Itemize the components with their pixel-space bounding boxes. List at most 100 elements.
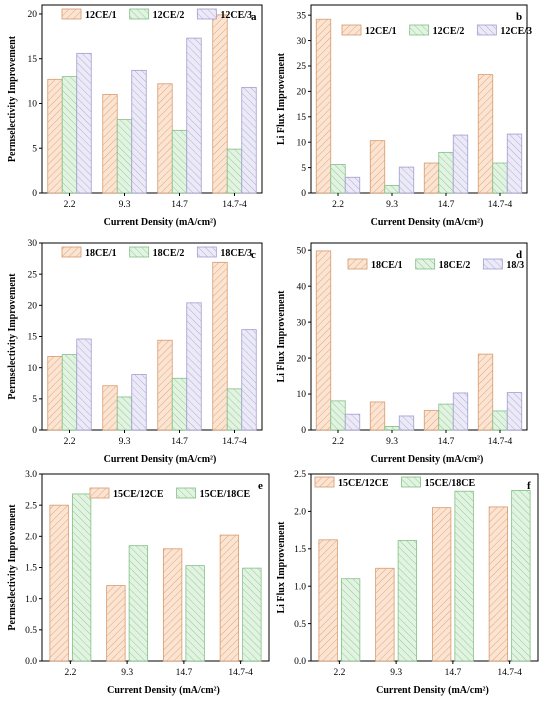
legend-swatch — [409, 24, 430, 36]
legend-label: 12CE/2 — [433, 26, 465, 37]
x-axis-title: Current Density (mA/cm²) — [107, 685, 220, 696]
bar-a-s1-c2 — [102, 94, 118, 194]
y-tick-label: 30 — [297, 318, 307, 328]
legend-swatch — [196, 246, 217, 258]
x-tick-label: 14.7 — [438, 437, 455, 447]
x-tick-label: 14.7-4 — [228, 668, 253, 678]
bar-f-s1-c4 — [488, 506, 509, 662]
bar-b-s1-c3 — [423, 162, 440, 194]
bar-c-s1-c4 — [212, 261, 228, 431]
bar-a-s2-c2 — [116, 119, 133, 194]
y-tick-label: 10 — [28, 364, 38, 374]
y-tick-label: 30 — [297, 37, 307, 47]
y-tick-label: 25 — [297, 62, 307, 72]
bar-a-s3-c4 — [241, 86, 257, 194]
bar-c-s1-c1 — [47, 356, 63, 431]
panel-b: 0 5 10 15 20 25 30 35 2.2 9.3 14.7 14.7-4 Current De… — [276, 4, 532, 228]
bar-c-s3-c1 — [76, 338, 92, 431]
y-tick-label: 15 — [28, 55, 38, 65]
x-tick-label: 2.2 — [64, 668, 76, 678]
legend: 18CE/1 18CE/2 18/3 — [347, 258, 524, 271]
y-tick-label: 50 — [297, 246, 307, 256]
y-axis-title: Li Flux Improvement — [276, 52, 287, 145]
x-tick-label: 2.2 — [332, 437, 344, 447]
bar-b-s3-c2 — [398, 166, 415, 194]
legend-swatch — [401, 476, 421, 488]
x-tick-label: 14.7-4 — [222, 200, 247, 210]
x-tick-label: 14.7 — [445, 668, 462, 678]
plot-frame — [310, 4, 528, 194]
y-tick-label: 0 — [32, 426, 37, 436]
y-tick-label: 2.5 — [25, 501, 37, 511]
bar-a-s1-c1 — [47, 78, 63, 194]
bar-f-s2-c2 — [397, 540, 418, 662]
bar-a-s3-c1 — [76, 52, 92, 194]
x-tick-label: 9.3 — [119, 437, 131, 447]
y-axis-title: Li Flux Improvement — [276, 521, 287, 614]
y-tick-label: 0.0 — [25, 657, 37, 667]
bar-c-s2-c2 — [116, 396, 133, 431]
bar-b-s3-c1 — [344, 176, 361, 194]
x-tick-label: 9.3 — [390, 668, 402, 678]
bar-a-s2-c1 — [61, 76, 78, 194]
legend: 12CE/1 12CE/2 12CE/3 — [341, 24, 532, 37]
legend-swatch — [89, 487, 110, 499]
x-tick-label: 2.2 — [333, 668, 345, 678]
y-tick-label: 30 — [28, 239, 38, 249]
bar-d-s3-c4 — [506, 392, 523, 431]
x-tick-label: 14.7 — [176, 668, 193, 678]
y-tick-label: 1.5 — [25, 564, 37, 574]
bar-f-s2-c3 — [454, 490, 474, 662]
legend-swatch — [341, 24, 362, 36]
x-axis-title: Current Density (mA/cm²) — [104, 217, 217, 228]
x-tick-label: 14.7-4 — [497, 668, 522, 678]
bar-d-s1-c4 — [477, 353, 494, 431]
y-tick-label: 0.5 — [25, 626, 37, 636]
x-axis-title: Current Density (mA/cm²) — [371, 454, 484, 465]
y-axis-title: Permselectivity Improvement — [7, 35, 18, 162]
y-tick-label: 25 — [28, 270, 38, 280]
y-tick-label: 0 — [301, 426, 306, 436]
y-axis-title: Permselectivity Improvement — [7, 504, 18, 631]
bar-b-s1-c2 — [369, 140, 386, 194]
x-tick-label: 14.7 — [171, 437, 188, 447]
plot-frame — [41, 4, 263, 194]
x-tick-label: 9.3 — [386, 200, 398, 210]
legend-label: 18CE/2 — [153, 248, 185, 259]
x-tick-label: 14.7 — [438, 200, 455, 210]
bar-d-s3-c1 — [344, 413, 361, 431]
bar-f-s1-c2 — [375, 567, 395, 662]
legend-label: 12CE/1 — [85, 10, 117, 21]
y-tick-label: 2.5 — [294, 470, 306, 480]
bar-c-s3-c3 — [186, 302, 202, 431]
legend: 18CE/1 18CE/2 18CE/3 — [61, 246, 252, 259]
legend-swatch — [482, 258, 503, 270]
y-tick-label: 3.0 — [25, 470, 37, 480]
bar-c-s2-c3 — [171, 377, 188, 431]
bar-d-s3-c2 — [398, 415, 415, 431]
legend-label: 18CE/1 — [371, 260, 403, 271]
panel-c: 0 5 10 15 20 25 30 2.2 9.3 14.7 14.7-4 Current Dens… — [7, 239, 263, 465]
legend-label: 15CE/12CE — [113, 489, 164, 500]
x-tick-label: 2.2 — [332, 200, 344, 210]
legend-label: 18CE/2 — [439, 260, 471, 271]
bar-c-s3-c4 — [241, 329, 257, 431]
legend-label: 18/3 — [506, 260, 524, 271]
y-tick-label: 10 — [297, 138, 307, 148]
bar-a-s2-c4 — [226, 148, 243, 194]
bar-d-s1-c1 — [315, 250, 332, 431]
bar-f-s2-c1 — [340, 578, 361, 662]
legend-swatch — [176, 487, 196, 499]
panel-a: 0 5 10 15 20 2.2 9.3 14.7 14.7-4 Current Density … — [7, 4, 263, 228]
bar-d-s2-c2 — [384, 426, 400, 431]
legend-swatch — [196, 8, 217, 20]
x-tick-label: 2.2 — [64, 437, 76, 447]
y-tick-label: 5 — [32, 144, 37, 154]
legend: 15CE/12CE 15CE/18CE — [89, 487, 250, 500]
legend-swatch — [129, 246, 150, 258]
y-tick-label: 1.0 — [25, 595, 37, 605]
panel-letter: f — [527, 480, 531, 492]
y-tick-label: 5 — [32, 395, 37, 405]
y-tick-label: 2.0 — [294, 508, 306, 518]
bar-f-s1-c3 — [431, 507, 452, 662]
